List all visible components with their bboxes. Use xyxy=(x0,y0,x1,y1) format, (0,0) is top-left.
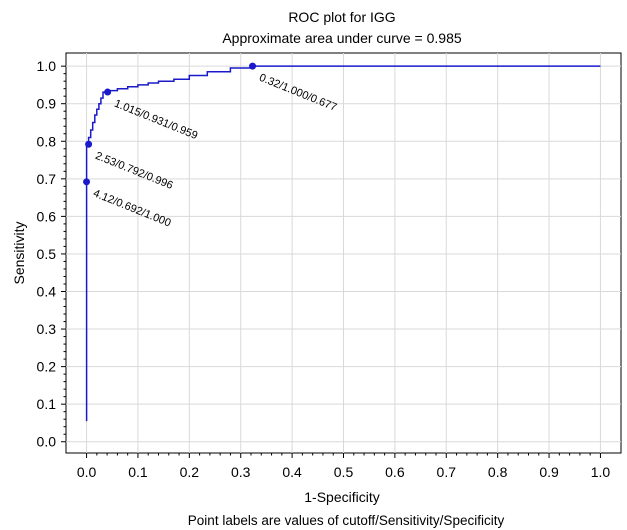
axes: 0.0 0.1 0.2 0.3 0.4 0.5 0.6 0.7 0.8 0.9 1.0 0.0 0.1 0… xyxy=(37,58,611,480)
x-tick-label: 0.4 xyxy=(282,464,302,480)
roc-point-marker xyxy=(83,178,91,186)
roc-point-marker xyxy=(104,88,112,96)
y-axis-label: Sensitivity xyxy=(11,221,27,284)
y-tick-label: 0.9 xyxy=(37,96,57,112)
x-tick-label: 0.6 xyxy=(385,464,405,480)
y-tick-label: 0.1 xyxy=(37,396,57,412)
x-tick-label: 0.5 xyxy=(334,464,354,480)
y-tick-label: 0.3 xyxy=(37,321,57,337)
x-tick-label: 0.8 xyxy=(488,464,508,480)
x-tick-label: 1.0 xyxy=(591,464,611,480)
y-tick-label: 0.8 xyxy=(37,133,57,149)
roc-point-marker xyxy=(249,62,257,70)
y-tick-label: 0.5 xyxy=(37,246,57,262)
x-tick-label: 0.3 xyxy=(231,464,251,480)
x-tick-label: 0.7 xyxy=(437,464,457,480)
x-tick-label: 0.1 xyxy=(128,464,148,480)
roc-point-marker xyxy=(85,140,93,148)
chart-subtitle: Approximate area under curve = 0.985 xyxy=(222,30,462,46)
x-tick-label: 0.0 xyxy=(77,464,97,480)
chart-footnote: Point labels are values of cutoff/Sensit… xyxy=(188,513,505,528)
y-tick-label: 0.2 xyxy=(37,359,57,375)
y-tick-label: 0.6 xyxy=(37,208,57,224)
y-tick-label: 0.0 xyxy=(37,434,57,450)
x-tick-label: 0.2 xyxy=(180,464,200,480)
y-tick-label: 1.0 xyxy=(37,58,57,74)
y-tick-label: 0.4 xyxy=(37,283,57,299)
y-tick-label: 0.7 xyxy=(37,171,57,187)
chart-title: ROC plot for IGG xyxy=(288,9,395,25)
x-axis-label: 1-Specificity xyxy=(304,489,379,505)
x-tick-label: 0.9 xyxy=(539,464,559,480)
